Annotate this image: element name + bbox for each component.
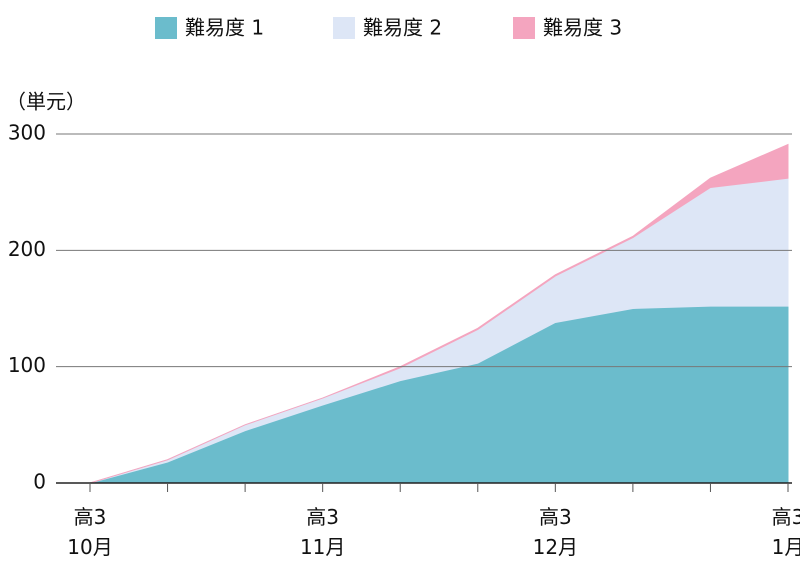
legend-swatch xyxy=(155,17,177,39)
x-tick-label: 高3 10月 xyxy=(67,505,112,559)
y-tick-label: 200 xyxy=(8,237,46,261)
y-tick-label: 100 xyxy=(8,353,46,377)
legend-swatch xyxy=(333,17,355,39)
x-tick-label: 高3 12月 xyxy=(533,505,578,559)
x-tick-label: 高3 1月 xyxy=(772,505,800,559)
y-tick-label: 0 xyxy=(33,470,46,494)
legend-label: 難易度 3 xyxy=(543,16,622,40)
legend-swatch xyxy=(513,17,535,39)
legend-label: 難易度 1 xyxy=(185,16,264,40)
area xyxy=(89,305,789,484)
legend-label: 難易度 2 xyxy=(363,16,442,40)
area xyxy=(89,143,789,484)
x-tick-label: 高3 11月 xyxy=(300,505,345,559)
y-axis-label: （単元） xyxy=(6,90,86,114)
y-tick-label: 300 xyxy=(8,121,46,145)
